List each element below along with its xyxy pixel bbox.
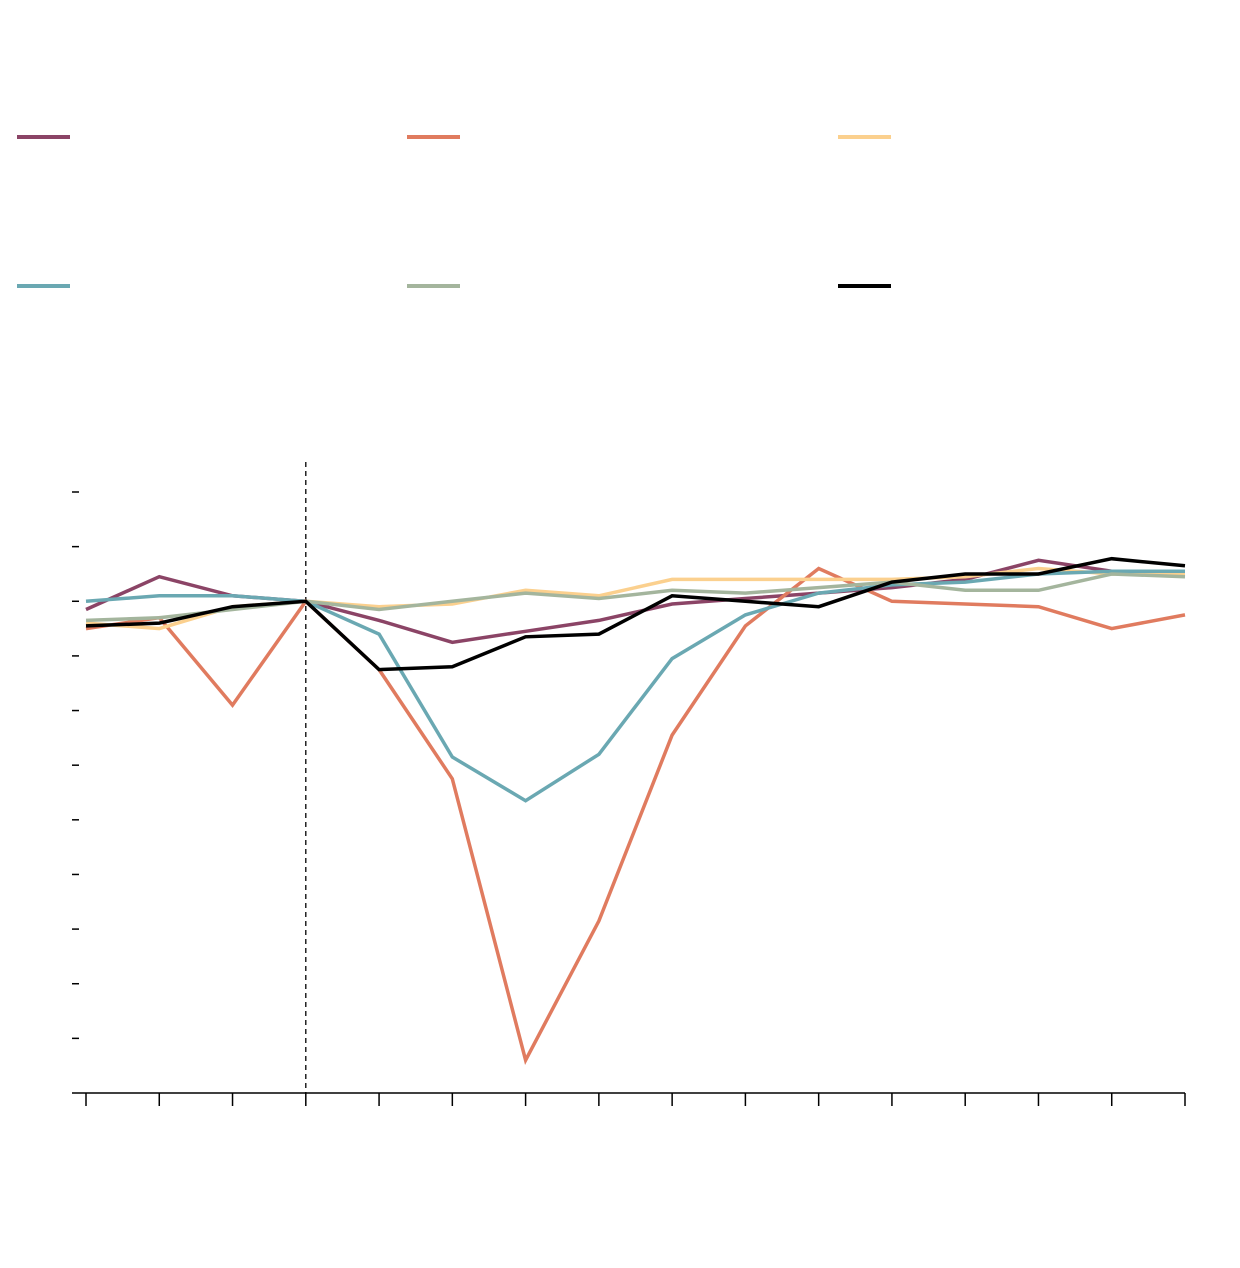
axes <box>72 462 1186 1106</box>
series-line-4 <box>85 569 1185 803</box>
series-line-6 <box>85 556 1186 672</box>
series-line-2 <box>85 566 1186 1066</box>
plot-area <box>85 556 1186 1066</box>
legend <box>17 135 891 288</box>
